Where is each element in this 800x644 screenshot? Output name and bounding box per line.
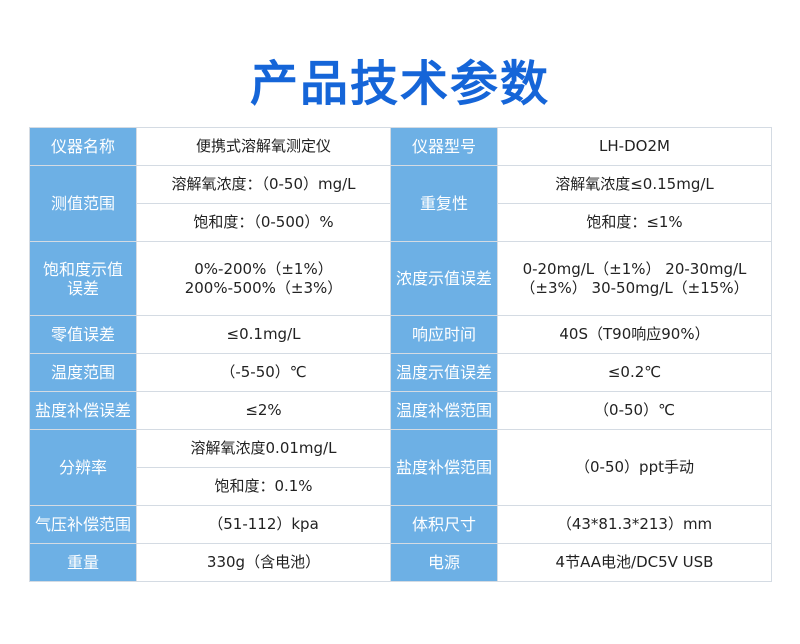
temp-comp-range-label: 温度补偿范围 xyxy=(390,391,498,430)
resolution-sat-value: 饱和度：0.1% xyxy=(136,467,391,506)
repeatability-do-value: 溶解氧浓度≤0.15mg/L xyxy=(497,165,772,204)
spec-table: 仪器名称 便携式溶解氧测定仪 仪器型号 LH-DO2M 测值范围 溶解氧浓度：（… xyxy=(29,127,772,582)
concentration-error-value-line2: （±3%） 30-50mg/L（±15%） xyxy=(520,278,749,297)
temp-error-value: ≤0.2℃ xyxy=(497,353,772,392)
table-row: 温度范围 （-5-50）℃ 温度示值误差 ≤0.2℃ xyxy=(29,353,772,392)
instrument-name-value: 便携式溶解氧测定仪 xyxy=(136,127,391,166)
concentration-error-value-line1: 0-20mg/L（±1%） 20-30mg/L xyxy=(522,259,747,278)
table-row: 饱和度：（0-500）% 饱和度：≤1% xyxy=(30,203,772,242)
table-row: 测值范围 溶解氧浓度：（0-50）mg/L 重复性 溶解氧浓度≤0.15mg/L xyxy=(29,165,772,242)
saturation-error-label-line2: 误差 xyxy=(66,278,99,298)
measuring-range-label: 测值范围 xyxy=(29,165,137,242)
power-label: 电源 xyxy=(390,543,498,582)
salinity-comp-range-label: 盐度补偿范围 xyxy=(390,429,498,506)
pressure-comp-range-label: 气压补偿范围 xyxy=(29,505,137,544)
weight-value: 330g（含电池） xyxy=(136,543,391,582)
saturation-error-value-line1: 0%-200%（±1%） xyxy=(194,259,333,278)
table-row: 零值误差 ≤0.1mg/L 响应时间 40S（T90响应90%） xyxy=(29,315,772,354)
saturation-error-label: 饱和度示值 误差 xyxy=(29,241,137,316)
instrument-name-label: 仪器名称 xyxy=(29,127,137,166)
measuring-range-do-value: 溶解氧浓度：（0-50）mg/L xyxy=(136,165,391,204)
pressure-comp-range-value: （51-112）kpa xyxy=(136,505,391,544)
table-row: 分辨率 溶解氧浓度0.01mg/L 盐度补偿范围 （0-50）ppt手动 xyxy=(29,429,772,506)
weight-label: 重量 xyxy=(29,543,137,582)
measuring-range-sat-value: 饱和度：（0-500）% xyxy=(136,203,391,242)
temp-range-label: 温度范围 xyxy=(29,353,137,392)
response-time-value: 40S（T90响应90%） xyxy=(497,315,772,354)
instrument-model-label: 仪器型号 xyxy=(390,127,498,166)
repeatability-label: 重复性 xyxy=(390,165,498,242)
instrument-model-value: LH-DO2M xyxy=(497,127,772,166)
zero-error-label: 零值误差 xyxy=(29,315,137,354)
resolution-do-value: 溶解氧浓度0.01mg/L xyxy=(136,429,391,468)
concentration-error-label: 浓度示值误差 xyxy=(390,241,498,316)
volume-value: （43*81.3*213）mm xyxy=(497,505,772,544)
salinity-comp-error-value: ≤2% xyxy=(136,391,391,430)
power-value: 4节AA电池/DC5V USB xyxy=(497,543,772,582)
volume-label: 体积尺寸 xyxy=(390,505,498,544)
resolution-label: 分辨率 xyxy=(29,429,137,506)
response-time-label: 响应时间 xyxy=(390,315,498,354)
table-row: 盐度补偿误差 ≤2% 温度补偿范围 （0-50）℃ xyxy=(29,391,772,430)
table-row: 仪器名称 便携式溶解氧测定仪 仪器型号 LH-DO2M xyxy=(29,127,772,166)
saturation-error-value: 0%-200%（±1%） 200%-500%（±3%） xyxy=(136,241,391,316)
repeatability-sat-value: 饱和度：≤1% xyxy=(497,203,772,242)
temp-comp-range-value: （0-50）℃ xyxy=(497,391,772,430)
zero-error-value: ≤0.1mg/L xyxy=(136,315,391,354)
saturation-error-value-line2: 200%-500%（±3%） xyxy=(184,278,343,297)
concentration-error-value: 0-20mg/L（±1%） 20-30mg/L （±3%） 30-50mg/L（… xyxy=(497,241,772,316)
table-row: 气压补偿范围 （51-112）kpa 体积尺寸 （43*81.3*213）mm xyxy=(29,505,772,544)
salinity-comp-range-value: （0-50）ppt手动 xyxy=(497,429,772,506)
salinity-comp-error-label: 盐度补偿误差 xyxy=(29,391,137,430)
temp-range-value: （-5-50）℃ xyxy=(136,353,391,392)
table-row: 饱和度示值 误差 0%-200%（±1%） 200%-500%（±3%） 浓度示… xyxy=(29,241,772,316)
table-row: 重量 330g（含电池） 电源 4节AA电池/DC5V USB xyxy=(29,543,772,582)
saturation-error-label-line1: 饱和度示值 xyxy=(42,259,123,279)
page-title: 产品技术参数 xyxy=(249,56,550,112)
temp-error-label: 温度示值误差 xyxy=(390,353,498,392)
